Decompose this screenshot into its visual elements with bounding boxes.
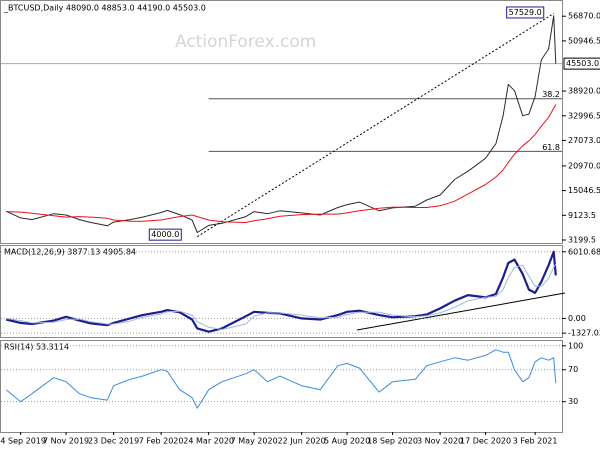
x-tick-label: 7 May 2020 [231, 437, 278, 446]
x-tick-label: 3 Feb 2021 [513, 437, 558, 446]
y-tick-label: 15046.5 [568, 186, 600, 195]
y-tick-label: 50946.5 [568, 36, 600, 45]
price-panel [0, 0, 563, 244]
y-tick-label: 100 [568, 341, 583, 350]
series-line [5, 349, 557, 409]
x-tick-label: 18 Sep 2020 [367, 437, 418, 446]
x-tick-label: 3 Nov 2020 [417, 437, 463, 446]
y-tick-label: 30 [568, 397, 578, 406]
x-tick-label: 24 Mar 2020 [183, 437, 234, 446]
y-tick-label: 38920.0 [568, 87, 600, 96]
y-tick-label: 27073.0 [568, 136, 600, 145]
x-tick-label: 24 Sep 2019 [0, 437, 46, 446]
macd-panel [0, 245, 563, 338]
series-line [5, 250, 557, 333]
price-label: 57529.0 [509, 8, 542, 17]
price-label: 45503.0 [566, 59, 599, 68]
y-tick-label: 32996.5 [568, 111, 600, 120]
macd-trendline [356, 292, 566, 331]
x-tick-label: 22 Jun 2020 [278, 437, 326, 446]
y-tick-label: 9123.5 [568, 211, 596, 220]
y-tick-label: 0.00 [568, 314, 586, 323]
series-line [6, 263, 557, 330]
price-label-box [506, 6, 545, 19]
x-tick-label: 17 Dec 2020 [460, 437, 511, 446]
price-label-box [148, 228, 182, 241]
y-tick-label: 56870.0 [568, 12, 600, 21]
series-line [6, 104, 557, 223]
y-tick-label: 70 [568, 365, 578, 374]
price-label: 4000.0 [151, 230, 179, 239]
fib-label: 61.8 [542, 143, 560, 152]
y-tick-label: 3199.5 [568, 236, 596, 245]
y-tick-label: -1327.02 [568, 329, 600, 338]
price-label-box [563, 57, 600, 70]
price-header: _BTCUSD,Daily 48090.0 48853.0 44190.0 45… [3, 4, 206, 13]
x-tick-label: 7 Nov 2019 [43, 437, 89, 446]
rsi-panel [0, 340, 563, 433]
y-tick-label: 6010.68 [568, 247, 600, 256]
y-tick-label: 20970.0 [568, 161, 600, 170]
rsi-header: RSI(14) 53.3114 [4, 343, 69, 352]
watermark: ActionForex.com [175, 32, 316, 52]
x-tick-label: 5 Aug 2020 [324, 437, 370, 446]
fib-label: 38.2 [542, 90, 560, 99]
x-tick-label: 23 Dec 2019 [88, 437, 139, 446]
x-tick-label: 7 Feb 2020 [139, 437, 184, 446]
